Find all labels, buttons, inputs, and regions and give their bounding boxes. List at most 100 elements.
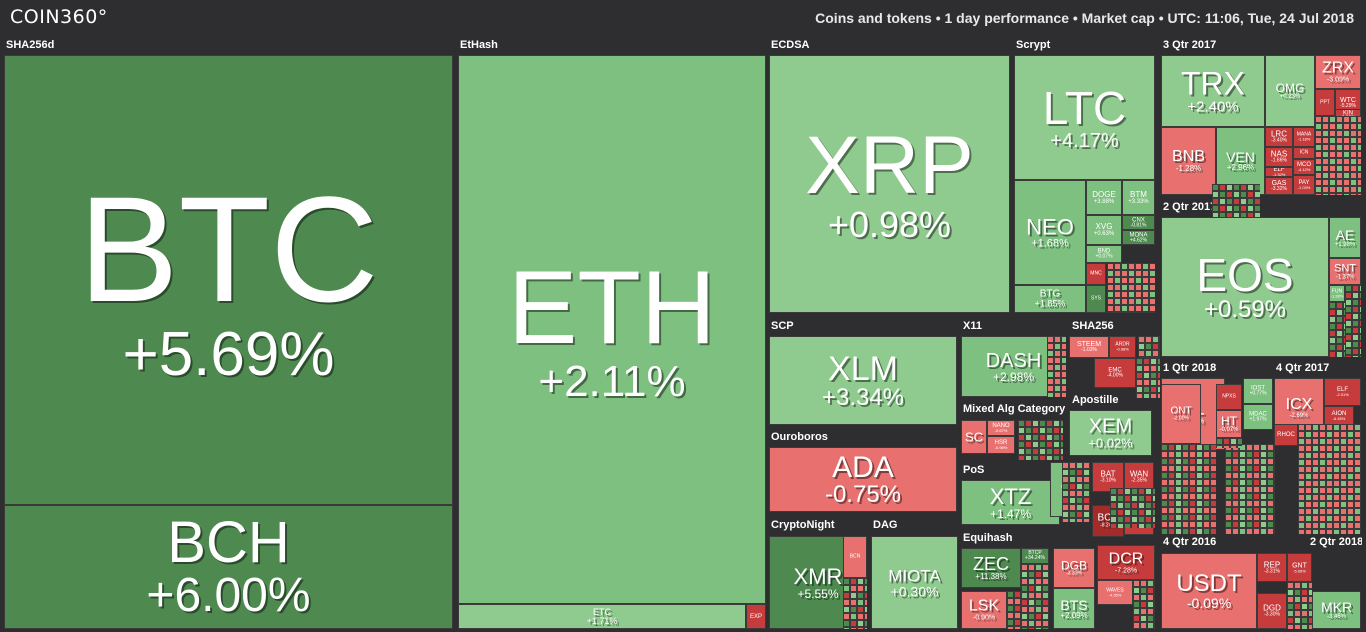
small-coin-cell[interactable] [1149, 291, 1155, 298]
small-coin-cell[interactable] [1246, 528, 1253, 534]
small-coin-cell[interactable] [1114, 298, 1121, 305]
small-coin-cell[interactable] [1312, 445, 1319, 452]
small-coin-cell[interactable] [1226, 191, 1233, 198]
small-coin-cell[interactable] [1203, 521, 1210, 528]
small-coin-cell[interactable] [1340, 501, 1347, 508]
small-coin-cell[interactable] [1147, 587, 1154, 594]
group-label[interactable]: SHA256d [6, 39, 55, 51]
small-coin-cell[interactable] [1347, 501, 1354, 508]
small-coin-cell[interactable] [1136, 365, 1143, 372]
small-coins-mosaic[interactable] [1136, 358, 1160, 398]
small-coin-cell[interactable] [1340, 522, 1347, 529]
small-coins-mosaic[interactable] [1212, 184, 1260, 217]
small-coin-cell[interactable] [1308, 624, 1312, 629]
group-label[interactable]: 4 Qtr 2016 [1163, 536, 1217, 548]
small-coin-cell[interactable] [1212, 191, 1219, 198]
small-coin-cell[interactable] [1061, 336, 1066, 343]
small-coin-cell[interactable] [1301, 610, 1308, 617]
small-coin-cell[interactable] [1157, 393, 1160, 398]
small-coin-cell[interactable] [1267, 500, 1274, 507]
small-coin-cell[interactable] [1254, 184, 1260, 191]
small-coin-cell[interactable] [1267, 521, 1274, 528]
small-coin-cell[interactable] [1336, 337, 1343, 344]
small-coin-cell[interactable] [1298, 473, 1305, 480]
small-coin-cell[interactable] [1312, 466, 1319, 473]
small-coin-cell[interactable] [1354, 501, 1361, 508]
small-coin-cell[interactable] [1319, 459, 1326, 466]
small-coin-cell[interactable] [1350, 172, 1357, 179]
coin-tile-cnx[interactable]: CNX -0.81% [1122, 215, 1155, 230]
small-coin-cell[interactable] [1154, 608, 1155, 615]
small-coin-cell[interactable] [1336, 323, 1343, 330]
small-coin-cell[interactable] [1326, 452, 1333, 459]
small-coin-cell[interactable] [1021, 571, 1028, 578]
small-coin-cell[interactable] [1128, 291, 1135, 298]
small-coin-cell[interactable] [1219, 184, 1226, 191]
small-coin-cell[interactable] [1287, 582, 1294, 589]
small-coin-cell[interactable] [1114, 277, 1121, 284]
small-coin-cell[interactable] [1076, 483, 1083, 490]
small-coin-cell[interactable] [1239, 507, 1246, 514]
small-coin-cell[interactable] [1110, 516, 1117, 523]
small-coin-cell[interactable] [1145, 336, 1152, 343]
coin-tile-dgb[interactable]: DGB -3.33% [1053, 548, 1095, 588]
small-coin-cell[interactable] [1060, 427, 1063, 434]
small-coin-cell[interactable] [1142, 270, 1149, 277]
small-coin-cell[interactable] [1340, 508, 1347, 515]
small-coin-cell[interactable] [864, 599, 867, 606]
group-label[interactable]: Apostille [1072, 394, 1119, 406]
small-coin-cell[interactable] [1298, 508, 1305, 515]
small-coin-cell[interactable] [1136, 393, 1143, 398]
small-coin-cell[interactable] [1347, 473, 1354, 480]
small-coin-cell[interactable] [1114, 284, 1121, 291]
small-coin-cell[interactable] [1196, 514, 1203, 521]
small-coin-cell[interactable] [1124, 509, 1131, 516]
coin-tile-snt[interactable]: SNT -1.37% [1329, 258, 1361, 285]
small-coin-cell[interactable] [1333, 480, 1340, 487]
small-coin-cell[interactable] [1336, 186, 1343, 193]
small-coin-cell[interactable] [1014, 598, 1021, 605]
small-coin-cell[interactable] [1312, 438, 1319, 445]
small-coin-cell[interactable] [1350, 151, 1357, 158]
small-coin-cell[interactable] [1305, 466, 1312, 473]
small-coin-cell[interactable] [1343, 337, 1345, 344]
small-coin-cell[interactable] [1047, 343, 1054, 350]
small-coins-mosaic[interactable] [1110, 488, 1155, 528]
small-coin-cell[interactable] [1305, 529, 1312, 534]
small-coin-cell[interactable] [1298, 480, 1305, 487]
small-coin-cell[interactable] [1154, 615, 1155, 622]
small-coin-cell[interactable] [1028, 592, 1035, 599]
small-coin-cell[interactable] [1308, 603, 1312, 610]
small-coin-cell[interactable] [1225, 514, 1232, 521]
small-coin-cell[interactable] [1035, 578, 1042, 585]
small-coin-cell[interactable] [1039, 441, 1046, 448]
small-coin-cell[interactable] [850, 585, 857, 592]
coin-tile-ht[interactable]: HT -0.07% [1216, 410, 1242, 438]
small-coin-cell[interactable] [843, 578, 850, 585]
small-coin-cell[interactable] [1014, 612, 1021, 619]
small-coins-mosaic[interactable] [843, 578, 867, 629]
small-coin-cell[interactable] [1347, 424, 1354, 431]
small-coin-cell[interactable] [1203, 444, 1210, 451]
small-coin-cell[interactable] [1352, 306, 1359, 313]
small-coin-cell[interactable] [1246, 521, 1253, 528]
small-coin-cell[interactable] [1345, 292, 1352, 299]
small-coin-cell[interactable] [1246, 493, 1253, 500]
small-coin-cell[interactable] [1260, 507, 1267, 514]
small-coin-cell[interactable] [1117, 516, 1124, 523]
small-coin-cell[interactable] [1253, 458, 1260, 465]
small-coin-cell[interactable] [1287, 610, 1294, 617]
small-coin-cell[interactable] [1253, 479, 1260, 486]
small-coin-cell[interactable] [1032, 420, 1039, 427]
small-coin-cell[interactable] [1069, 483, 1076, 490]
small-coin-cell[interactable] [1147, 594, 1154, 601]
small-coin-cell[interactable] [1047, 336, 1054, 343]
small-coin-cell[interactable] [1042, 571, 1049, 578]
small-coin-cell[interactable] [1354, 487, 1361, 494]
small-coin-cell[interactable] [1312, 480, 1319, 487]
small-coin-cell[interactable] [1124, 516, 1131, 523]
small-coin-cell[interactable] [1107, 305, 1114, 312]
small-coin-cell[interactable] [1225, 479, 1232, 486]
small-coin-cell[interactable] [1047, 371, 1054, 378]
small-coin-cell[interactable] [1329, 172, 1336, 179]
